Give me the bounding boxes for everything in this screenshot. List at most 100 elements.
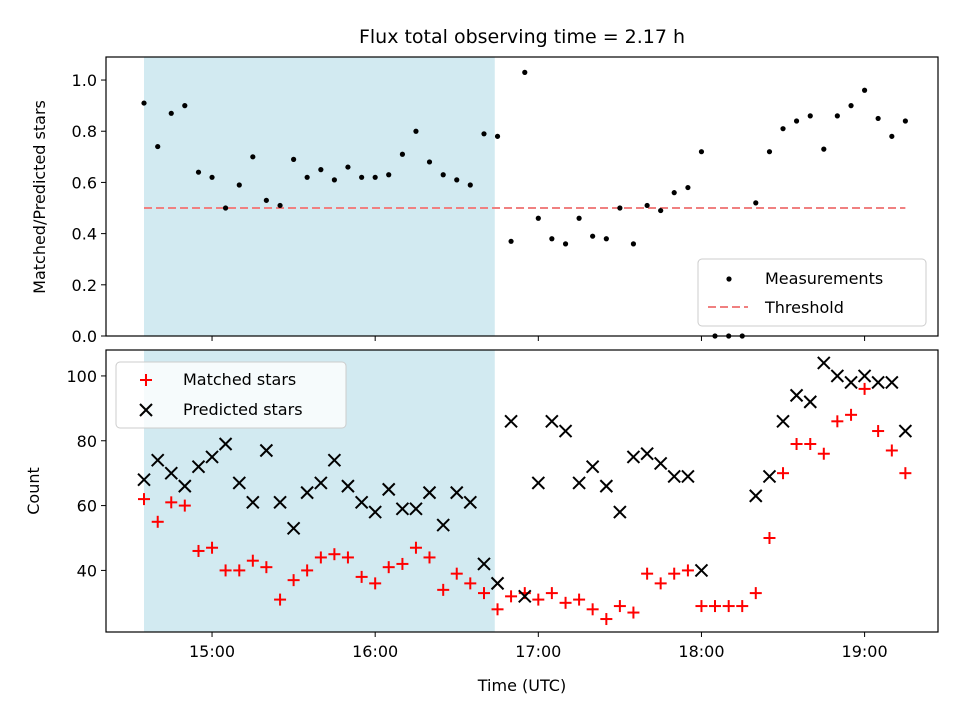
legend-predicted-label: Predicted stars	[183, 400, 303, 419]
matched-star-point	[627, 606, 640, 619]
x-tick-label: 17:00	[515, 642, 561, 661]
measurement-point	[549, 236, 555, 242]
predicted-star-point	[857, 369, 872, 383]
matched-stars-points	[138, 382, 912, 626]
x-tick-label: 16:00	[352, 642, 398, 661]
matched-star-point	[749, 587, 762, 600]
bottom-axes-frame	[105, 349, 939, 633]
matched-star-point	[545, 587, 558, 600]
matched-star-point	[464, 577, 477, 590]
predicted-star-point	[844, 375, 858, 390]
measurement-point	[291, 156, 297, 162]
measurement-point	[630, 241, 637, 247]
predicted-star-point	[354, 495, 369, 510]
measurement-point	[766, 149, 773, 155]
matched-star-point	[409, 541, 422, 554]
top-y-tick-label: 0.8	[72, 122, 97, 141]
matched-star-point	[899, 467, 912, 480]
matched-star-point	[450, 567, 463, 580]
predicted-star-point	[463, 495, 477, 510]
predicted-star-point	[830, 369, 845, 383]
predicted-star-point	[409, 502, 423, 516]
measurement-point	[440, 172, 446, 178]
matched-star-point	[777, 467, 790, 480]
measurement-point	[603, 236, 609, 242]
matched-star-point	[274, 593, 287, 606]
matched-star-point	[736, 600, 749, 613]
measurement-point	[141, 100, 147, 106]
predicted-star-point	[789, 388, 804, 403]
matched-star-point	[559, 596, 572, 609]
matched-star-point	[233, 564, 246, 577]
measurement-point	[426, 159, 433, 165]
top-y-axis-label: Matched/Predicted stars	[30, 100, 49, 294]
matched-star-point	[654, 577, 667, 590]
measurement-point	[155, 143, 161, 150]
top-y-tick-label: 0.0	[72, 327, 97, 346]
predicted-star-point	[898, 424, 913, 438]
matched-star-point	[505, 590, 518, 603]
measurement-point	[413, 128, 419, 134]
measurement-point	[562, 241, 569, 247]
predicted-star-point	[314, 476, 328, 490]
measurement-point	[182, 103, 188, 109]
matched-star-point	[491, 603, 504, 616]
predicted-star-point	[626, 450, 641, 464]
measurement-point	[875, 115, 881, 122]
top-observing-window-shade	[144, 57, 495, 336]
predicted-star-point	[504, 414, 518, 429]
predicted-star-point	[518, 589, 532, 604]
measurement-point	[617, 205, 623, 211]
top-y-tick-label: 0.4	[72, 225, 97, 244]
predicted-star-point	[599, 479, 614, 493]
matched-star-point	[477, 587, 490, 600]
measurement-point	[331, 177, 337, 183]
measurement-point	[807, 113, 813, 119]
predicted-star-point	[667, 469, 681, 484]
measurement-point	[821, 146, 827, 152]
measurement-point	[250, 154, 256, 160]
matched-star-point	[341, 551, 354, 564]
matched-star-point	[790, 438, 803, 450]
predicted-star-point	[871, 375, 885, 390]
matched-star-point	[260, 561, 273, 574]
matched-star-point	[600, 613, 613, 626]
measurement-point	[318, 167, 324, 173]
matched-star-point	[681, 564, 694, 577]
predicted-star-point	[803, 395, 817, 409]
predicted-star-point	[640, 447, 654, 461]
matched-star-point	[668, 567, 681, 580]
predicted-star-point	[681, 469, 695, 484]
predicted-star-point	[613, 505, 627, 519]
measurement-point	[834, 113, 840, 119]
measurement-point	[209, 174, 215, 180]
bottom-legend: Matched stars Predicted stars	[115, 361, 347, 429]
predicted-star-point	[341, 479, 355, 493]
measurement-point	[590, 233, 596, 239]
predicted-star-point	[137, 472, 151, 487]
x-tick-label: 15:00	[189, 642, 235, 661]
matched-star-point	[845, 408, 858, 421]
matched-star-point	[722, 600, 735, 613]
matched-star-point	[328, 548, 341, 561]
measurement-point	[698, 149, 705, 155]
predicted-star-point	[218, 437, 233, 451]
x-tick-label: 18:00	[678, 642, 724, 661]
predicted-star-point	[395, 502, 410, 516]
predicted-star-point	[191, 459, 206, 474]
predicted-star-point	[205, 450, 219, 464]
legend-threshold-label: Threshold	[764, 298, 844, 317]
matched-star-point	[165, 496, 178, 509]
predicted-star-point	[490, 576, 505, 591]
predicted-star-point	[436, 518, 450, 532]
predicted-stars-points	[137, 356, 913, 604]
measurement-point	[671, 190, 677, 196]
measurement-point	[399, 151, 406, 157]
matched-star-point	[858, 382, 871, 395]
top-measurement-points	[141, 69, 908, 339]
matched-star-point	[641, 567, 654, 580]
predicted-star-point	[694, 563, 709, 578]
measurement-point	[644, 202, 650, 209]
matched-star-point	[708, 600, 721, 613]
matched-star-point	[355, 570, 368, 583]
